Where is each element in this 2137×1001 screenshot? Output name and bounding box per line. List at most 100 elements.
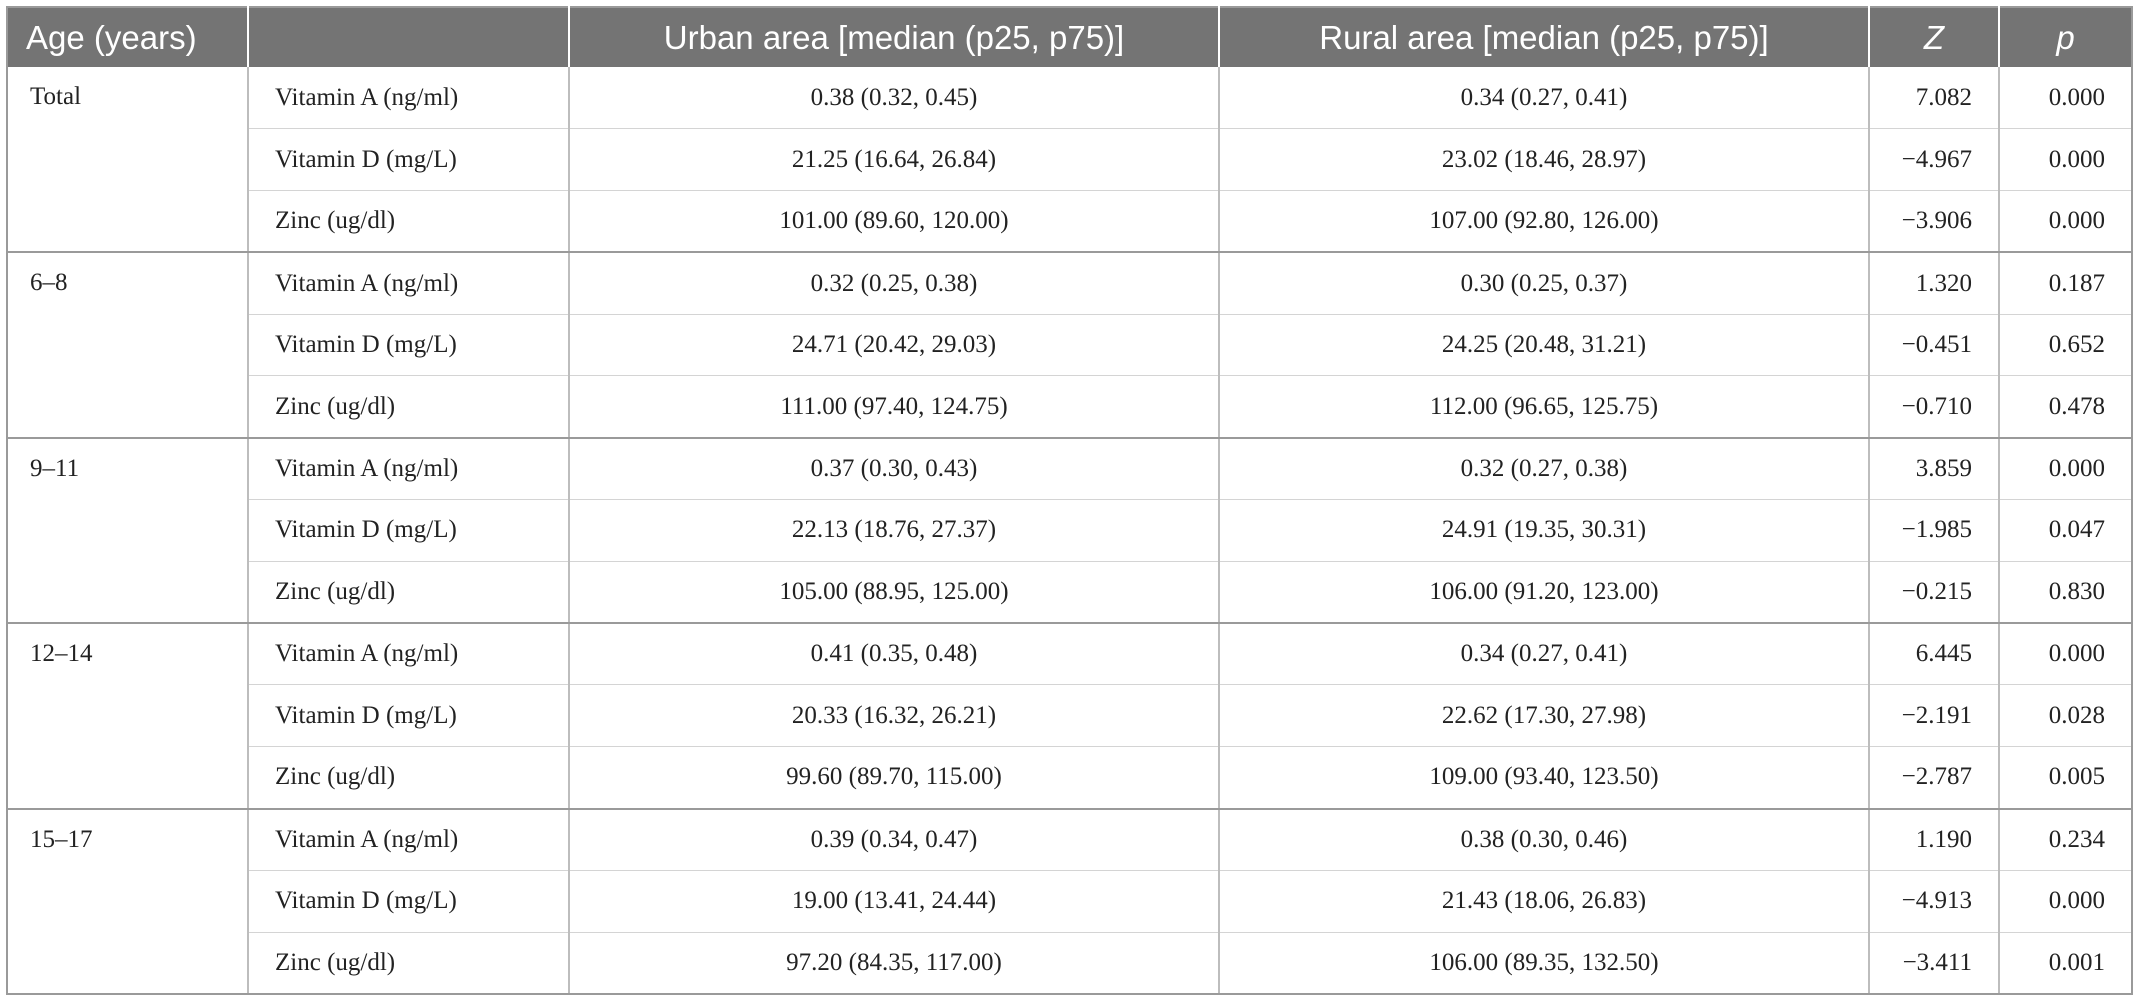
nutrient-cell: Vitamin D (mg/L) xyxy=(248,314,570,377)
nutrient-cell: Vitamin A (ng/ml) xyxy=(248,808,570,871)
nutrient-cell: Vitamin A (ng/ml) xyxy=(248,623,570,686)
p-cell: 0.047 xyxy=(1999,499,2132,562)
table-row: 12–14 Vitamin A (ng/ml) 0.41 (0.35, 0.48) 0… xyxy=(7,623,2132,810)
header-age: Age (years) xyxy=(7,7,249,67)
urban-cell: 97.20 (84.35, 117.00) xyxy=(569,932,1220,995)
p-cell: 0.000 xyxy=(1999,128,2132,192)
age-group-cell: 6–8 xyxy=(7,252,249,439)
nutrient-cell: Vitamin D (mg/L) xyxy=(248,684,570,748)
urban-cell: 111.00 (97.40, 124.75) xyxy=(569,375,1220,439)
urban-cell: 0.38 (0.32, 0.45) xyxy=(569,67,1220,130)
age-group-cell: Total xyxy=(7,67,249,254)
z-cell: −3.906 xyxy=(1869,190,2000,254)
p-cell: 0.000 xyxy=(1999,870,2132,933)
p-cell: 0.005 xyxy=(1999,746,2132,810)
nutrient-cell: Zinc (ug/dl) xyxy=(248,932,570,995)
z-cell: −4.967 xyxy=(1869,128,2000,192)
table-row: Vitamin D (mg/L) 20.33 (16.32, 26.21) 22.6… xyxy=(7,684,2132,748)
nutrient-cell: Vitamin D (mg/L) xyxy=(248,870,570,933)
z-cell: −0.451 xyxy=(1869,314,2000,377)
table-header: Age (years) Urban area [median (p25, p75… xyxy=(7,7,2132,67)
micronutrient-table: Age (years) Urban area [median (p25, p75… xyxy=(6,6,2133,996)
rural-cell: 106.00 (89.35, 132.50) xyxy=(1219,932,1870,995)
rural-cell: 23.02 (18.46, 28.97) xyxy=(1219,128,1870,192)
rural-cell: 0.34 (0.27, 0.41) xyxy=(1219,67,1870,130)
rural-cell: 106.00 (91.20, 123.00) xyxy=(1219,561,1870,625)
urban-cell: 20.33 (16.32, 26.21) xyxy=(569,684,1220,748)
table-row: Vitamin D (mg/L) 19.00 (13.41, 24.44) 21.4… xyxy=(7,870,2132,933)
nutrient-cell: Zinc (ug/dl) xyxy=(248,375,570,439)
urban-cell: 0.32 (0.25, 0.38) xyxy=(569,252,1220,315)
z-cell: −0.710 xyxy=(1869,375,2000,439)
urban-cell: 19.00 (13.41, 24.44) xyxy=(569,870,1220,933)
table-body: Total Vitamin A (ng/ml) 0.38 (0.32, 0.45) 0… xyxy=(7,67,2132,996)
age-group-cell: 12–14 xyxy=(7,623,249,810)
p-cell: 0.234 xyxy=(1999,808,2132,871)
nutrient-cell: Vitamin A (ng/ml) xyxy=(248,252,570,315)
p-cell: 0.478 xyxy=(1999,375,2132,439)
table-row: Zinc (ug/dl) 111.00 (97.40, 124.75) 112.00… xyxy=(7,375,2132,439)
z-cell: −4.913 xyxy=(1869,870,2000,933)
header-p: p xyxy=(1999,7,2132,67)
table-row: Vitamin D (mg/L) 24.71 (20.42, 29.03) 24.2… xyxy=(7,314,2132,377)
nutrient-cell: Vitamin A (ng/ml) xyxy=(248,437,570,501)
rural-cell: 22.62 (17.30, 27.98) xyxy=(1219,684,1870,748)
header-z: Z xyxy=(1869,7,2000,67)
z-cell: −0.215 xyxy=(1869,561,2000,625)
table-row: 9–11 Vitamin A (ng/ml) 0.37 (0.30, 0.43) 0.… xyxy=(7,437,2132,625)
data-table-container: Age (years) Urban area [median (p25, p75… xyxy=(6,6,2133,996)
p-cell: 0.187 xyxy=(1999,252,2132,315)
urban-cell: 101.00 (89.60, 120.00) xyxy=(569,190,1220,254)
p-cell: 0.000 xyxy=(1999,623,2132,686)
rural-cell: 0.32 (0.27, 0.38) xyxy=(1219,437,1870,501)
rural-cell: 24.25 (20.48, 31.21) xyxy=(1219,314,1870,377)
urban-cell: 22.13 (18.76, 27.37) xyxy=(569,499,1220,562)
rural-cell: 21.43 (18.06, 26.83) xyxy=(1219,870,1870,933)
rural-cell: 0.30 (0.25, 0.37) xyxy=(1219,252,1870,315)
p-cell: 0.830 xyxy=(1999,561,2132,625)
rural-cell: 0.34 (0.27, 0.41) xyxy=(1219,623,1870,686)
table-row: Vitamin D (mg/L) 21.25 (16.64, 26.84) 23.0… xyxy=(7,128,2132,192)
z-cell: 7.082 xyxy=(1869,67,2000,130)
table-row: Zinc (ug/dl) 101.00 (89.60, 120.00) 107.00… xyxy=(7,190,2132,254)
age-group-cell: 15–17 xyxy=(7,808,249,996)
rural-cell: 107.00 (92.80, 126.00) xyxy=(1219,190,1870,254)
z-cell: −3.411 xyxy=(1869,932,2000,995)
urban-cell: 21.25 (16.64, 26.84) xyxy=(569,128,1220,192)
rural-cell: 112.00 (96.65, 125.75) xyxy=(1219,375,1870,439)
table-row: 6–8 Vitamin A (ng/ml) 0.32 (0.25, 0.38) 0.3… xyxy=(7,252,2132,439)
nutrient-cell: Vitamin D (mg/L) xyxy=(248,499,570,562)
urban-cell: 0.39 (0.34, 0.47) xyxy=(569,808,1220,871)
header-rural: Rural area [median (p25, p75)] xyxy=(1219,7,1870,67)
z-cell: −1.985 xyxy=(1869,499,2000,562)
nutrient-cell: Vitamin D (mg/L) xyxy=(248,128,570,192)
p-cell: 0.000 xyxy=(1999,190,2132,254)
p-cell: 0.028 xyxy=(1999,684,2132,748)
z-cell: 1.190 xyxy=(1869,808,2000,871)
rural-cell: 0.38 (0.30, 0.46) xyxy=(1219,808,1870,871)
z-cell: 1.320 xyxy=(1869,252,2000,315)
p-cell: 0.000 xyxy=(1999,67,2132,130)
table-row: Zinc (ug/dl) 105.00 (88.95, 125.00) 106.00… xyxy=(7,561,2132,625)
header-nutrient xyxy=(248,7,570,67)
table-row: Zinc (ug/dl) 97.20 (84.35, 117.00) 106.00 … xyxy=(7,932,2132,995)
urban-cell: 24.71 (20.42, 29.03) xyxy=(569,314,1220,377)
header-row: Age (years) Urban area [median (p25, p75… xyxy=(7,7,2132,67)
z-cell: 3.859 xyxy=(1869,437,2000,501)
table-row: Zinc (ug/dl) 99.60 (89.70, 115.00) 109.00 … xyxy=(7,746,2132,810)
p-cell: 0.652 xyxy=(1999,314,2132,377)
table-row: Total Vitamin A (ng/ml) 0.38 (0.32, 0.45) 0… xyxy=(7,67,2132,254)
nutrient-cell: Zinc (ug/dl) xyxy=(248,190,570,254)
header-urban: Urban area [median (p25, p75)] xyxy=(569,7,1220,67)
table-row: Vitamin D (mg/L) 22.13 (18.76, 27.37) 24.9… xyxy=(7,499,2132,562)
rural-cell: 24.91 (19.35, 30.31) xyxy=(1219,499,1870,562)
urban-cell: 0.41 (0.35, 0.48) xyxy=(569,623,1220,686)
urban-cell: 0.37 (0.30, 0.43) xyxy=(569,437,1220,501)
urban-cell: 105.00 (88.95, 125.00) xyxy=(569,561,1220,625)
nutrient-cell: Vitamin A (ng/ml) xyxy=(248,67,570,130)
table-row: 15–17 Vitamin A (ng/ml) 0.39 (0.34, 0.47) 0… xyxy=(7,808,2132,996)
age-group-cell: 9–11 xyxy=(7,437,249,625)
nutrient-cell: Zinc (ug/dl) xyxy=(248,561,570,625)
p-cell: 0.000 xyxy=(1999,437,2132,501)
nutrient-cell: Zinc (ug/dl) xyxy=(248,746,570,810)
